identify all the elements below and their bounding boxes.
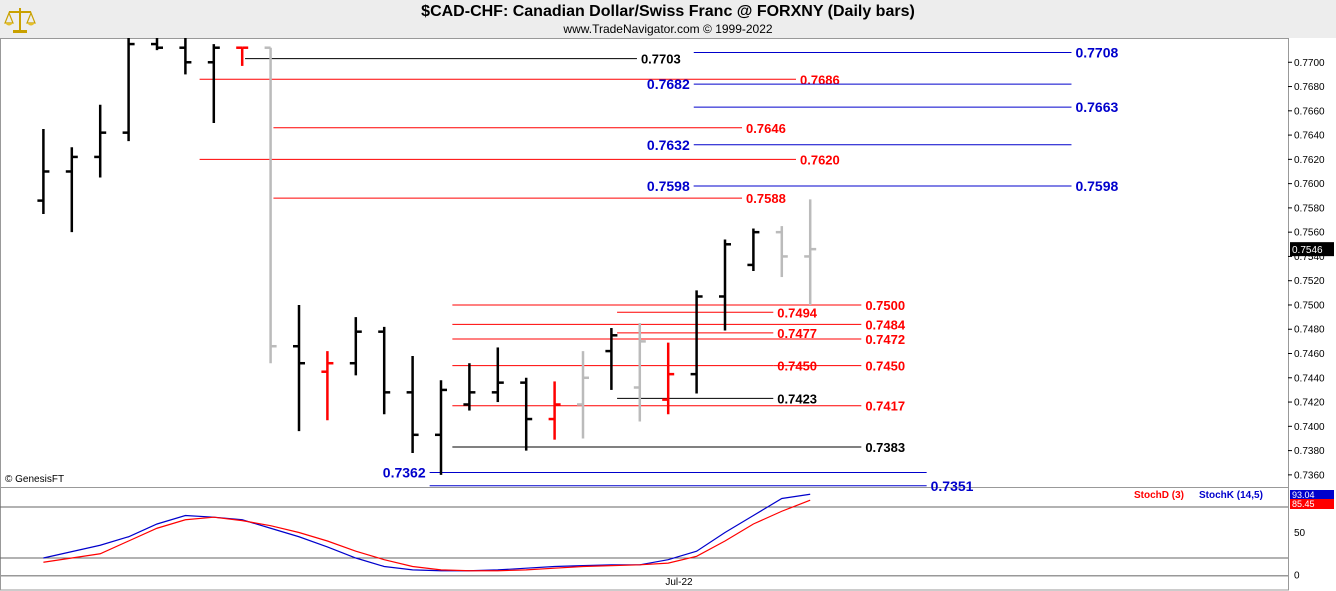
level-label-0.7450: 0.7450 [865,359,905,374]
level-label-0.7494: 0.7494 [777,305,818,320]
level-label-0.7351: 0.7351 [931,478,974,494]
y-tick-label: 0.7400 [1294,422,1325,433]
level-label-0.7632: 0.7632 [647,137,690,153]
level-label-0.7703: 0.7703 [641,52,681,67]
last-price-box [1290,242,1334,257]
stoch-d-last-box [1290,499,1334,509]
level-label-0.7682: 0.7682 [647,76,690,92]
level-label-0.7500: 0.7500 [865,298,905,313]
chart-title: $CAD-CHF: Canadian Dollar/Swiss Franc @ … [421,3,915,20]
stoch-legend-k: StochK (14,5) [1199,490,1263,501]
level-label-0.7472: 0.7472 [865,332,905,347]
stoch-line-d [43,499,811,572]
x-tick-label: Jul-22 [665,577,693,588]
y-tick-label: 0.7660 [1294,106,1325,117]
y-tick-label: 0.7680 [1294,82,1325,93]
level-label-0.7686: 0.7686 [800,72,840,87]
y-tick-label: 0.7420 [1294,398,1325,409]
level-label-0.7417: 0.7417 [865,399,905,414]
level-label-0.7663: 0.7663 [1075,99,1118,115]
level-label-0.7598: 0.7598 [647,178,690,194]
level-label-0.7484: 0.7484 [865,317,906,332]
stoch-tick-label: 50 [1294,528,1306,539]
copyright-note: © GenesisFT [5,474,65,485]
scales-logo-icon [4,8,36,33]
last-price-label: 0.7546 [1292,245,1323,256]
level-label-0.7708: 0.7708 [1075,45,1118,61]
y-tick-label: 0.7600 [1294,179,1325,190]
y-tick-label: 0.7620 [1294,155,1325,166]
stoch-legend-d: StochD (3) [1134,490,1184,501]
y-tick-label: 0.7540 [1294,252,1325,263]
y-tick-label: 0.7460 [1294,349,1325,360]
y-tick-label: 0.7500 [1294,300,1325,311]
chart-header: $CAD-CHF: Canadian Dollar/Swiss Franc @ … [0,0,1336,38]
level-label-0.7383: 0.7383 [865,440,905,455]
chart-subtitle: www.TradeNavigator.com © 1999-2022 [563,22,773,36]
y-tick-label: 0.7520 [1294,276,1325,287]
y-tick-label: 0.7640 [1294,131,1325,142]
stoch-tick-label: 0 [1294,571,1300,582]
level-label-0.7423: 0.7423 [777,391,817,406]
level-label-0.7588: 0.7588 [746,191,786,206]
stoch-d-last-label: 85.45 [1292,499,1315,509]
stochastic-panel-frame [0,487,1289,576]
level-label-0.7598: 0.7598 [1075,178,1118,194]
y-tick-label: 0.7440 [1294,373,1325,384]
stoch-line-k [43,493,811,572]
stoch-k-last-label: 93.04 [1292,490,1315,500]
y-tick-label: 0.7700 [1294,58,1325,69]
level-label-0.7646: 0.7646 [746,121,786,136]
level-label-0.7477: 0.7477 [777,326,817,341]
y-tick-label: 0.7480 [1294,325,1325,336]
x-axis-frame [0,575,1289,591]
stoch-k-last-box [1290,490,1334,499]
level-label-0.7620: 0.7620 [800,152,840,167]
y-tick-label: 0.7380 [1294,446,1325,457]
y-tick-label: 0.7360 [1294,470,1325,481]
y-tick-label: 0.7580 [1294,203,1325,214]
level-label-0.7362: 0.7362 [383,464,426,480]
y-tick-label: 0.7560 [1294,228,1325,239]
